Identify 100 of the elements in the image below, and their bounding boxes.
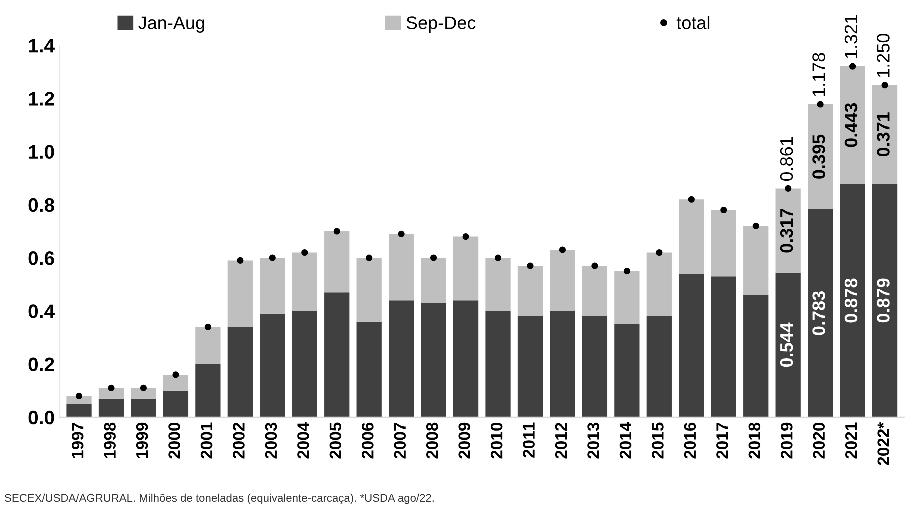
bar	[840, 66, 866, 184]
bar	[582, 266, 608, 317]
point	[76, 392, 83, 400]
point	[592, 262, 598, 270]
bar	[356, 322, 382, 418]
point	[785, 185, 792, 192]
bar	[453, 300, 479, 418]
bar	[679, 274, 704, 418]
x-tick-label: 2013	[588, 422, 600, 459]
x-tick-label: 2011	[523, 422, 535, 458]
x-tick-label: 2021	[845, 422, 858, 459]
x-tick-label: 2022*	[878, 422, 890, 466]
legend-label: Sep-Dec	[406, 16, 476, 34]
data-label: 1.250	[877, 34, 890, 78]
point	[237, 257, 244, 264]
bar	[163, 390, 189, 418]
bar	[292, 252, 318, 312]
x-tick-label: 2002	[233, 422, 245, 459]
bar	[356, 258, 382, 322]
bar	[66, 404, 92, 418]
bar	[324, 231, 350, 293]
legend-label: Jan-Aug	[138, 16, 204, 34]
point	[269, 254, 276, 262]
data-label: 1.178	[812, 53, 826, 96]
bar	[776, 272, 801, 418]
data-label: 0.317	[780, 209, 794, 253]
text: 0.4	[28, 304, 55, 318]
bar	[518, 316, 544, 418]
data-label: 0.371	[877, 112, 890, 157]
x-tick-label: 2010	[490, 422, 503, 459]
data-label: 0.395	[812, 134, 826, 179]
text: 1.0	[29, 145, 54, 160]
point	[366, 254, 373, 262]
point	[624, 268, 630, 275]
point	[656, 249, 663, 256]
data-label: 0.861	[780, 137, 794, 182]
bar	[421, 258, 446, 304]
data-label: 0.878	[844, 278, 858, 323]
point	[204, 324, 212, 330]
text: 0.8	[28, 198, 54, 212]
bar	[98, 388, 124, 399]
bar	[808, 209, 834, 418]
text: 1.2	[29, 92, 54, 106]
x-tick-label: 2020	[813, 422, 826, 459]
x-tick-label: 2000	[168, 422, 180, 459]
x-tick-label: 2019	[781, 422, 793, 459]
bar	[421, 303, 446, 418]
point	[430, 254, 438, 262]
bar	[196, 364, 221, 418]
data-label: 0.783	[812, 292, 826, 336]
bar	[872, 184, 898, 418]
text: 1.4	[29, 39, 55, 53]
x-tick-label: 2015	[652, 422, 664, 459]
bar	[614, 271, 640, 324]
x-tick-label: 2016	[684, 422, 696, 459]
point	[559, 246, 566, 254]
bar	[744, 295, 769, 418]
bar	[163, 374, 189, 391]
point	[720, 206, 728, 214]
bar	[550, 311, 576, 418]
x-tick-label: 2003	[265, 422, 278, 459]
bar	[518, 266, 544, 317]
x-tick-label: 1999	[136, 422, 148, 458]
bar	[66, 396, 92, 404]
x-tick-label: 2014	[620, 422, 632, 459]
bar	[98, 398, 124, 418]
bar	[389, 300, 414, 418]
text: 0.6	[28, 252, 54, 266]
text: SECEX/USDA/AGRURAL. Milhões de toneladas (equivalente-carcaça). *USDA ago/22.	[5, 494, 434, 504]
data-label: 0.544	[780, 322, 794, 368]
point	[817, 101, 824, 108]
point	[172, 372, 180, 378]
bar	[389, 234, 414, 301]
point	[882, 82, 888, 89]
x-tick-label: 2018	[748, 422, 761, 459]
bar	[292, 311, 318, 418]
point	[688, 196, 695, 203]
bar	[582, 316, 608, 418]
bar	[646, 316, 672, 418]
point	[752, 222, 760, 230]
point	[334, 228, 340, 235]
point	[140, 384, 148, 392]
x-tick-label: 2004	[298, 422, 310, 459]
x-tick-label: 2008	[426, 422, 438, 459]
bar	[486, 311, 511, 418]
bar	[324, 292, 350, 418]
point	[462, 234, 470, 240]
bar	[260, 314, 286, 418]
x-tick-label: 2001	[200, 422, 213, 459]
bar	[614, 324, 640, 418]
x-tick-label: 2017	[716, 423, 728, 459]
point	[494, 254, 502, 262]
bar	[486, 258, 511, 312]
point	[302, 249, 308, 256]
x-tick-label: 2012	[555, 422, 568, 459]
bar	[131, 398, 156, 418]
data-label: 1.321	[844, 15, 858, 58]
bar	[228, 327, 253, 418]
bar	[711, 276, 736, 418]
point	[108, 384, 115, 392]
